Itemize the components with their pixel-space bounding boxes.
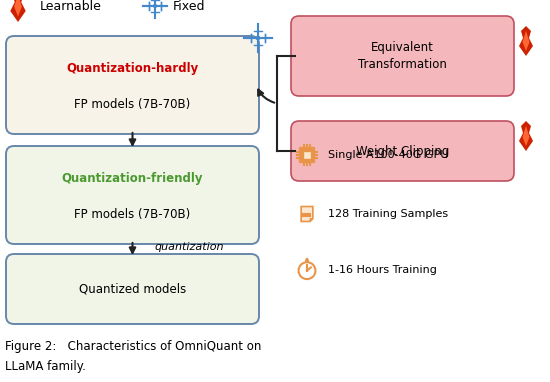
FancyBboxPatch shape bbox=[291, 16, 514, 96]
Text: FP models (7B-70B): FP models (7B-70B) bbox=[74, 208, 191, 221]
PathPatch shape bbox=[310, 219, 313, 222]
Text: Learnable: Learnable bbox=[40, 0, 102, 13]
Text: Quantization-hardly: Quantization-hardly bbox=[67, 62, 199, 75]
Circle shape bbox=[305, 258, 309, 261]
FancyBboxPatch shape bbox=[6, 146, 259, 244]
Text: Single A100-40G GPU: Single A100-40G GPU bbox=[328, 150, 448, 160]
FancyBboxPatch shape bbox=[299, 147, 315, 163]
Text: Equivalent
Transformation: Equivalent Transformation bbox=[358, 41, 447, 71]
Text: 1-16 Hours Training: 1-16 Hours Training bbox=[328, 265, 437, 275]
Text: Quantized models: Quantized models bbox=[79, 283, 186, 296]
PathPatch shape bbox=[519, 121, 533, 151]
PathPatch shape bbox=[14, 0, 22, 16]
Text: Figure 2:   Characteristics of OmniQuant on: Figure 2: Characteristics of OmniQuant o… bbox=[5, 340, 261, 353]
FancyBboxPatch shape bbox=[303, 151, 311, 159]
Text: Weight Clipping: Weight Clipping bbox=[356, 144, 449, 157]
FancyBboxPatch shape bbox=[291, 121, 514, 181]
PathPatch shape bbox=[522, 31, 530, 51]
Text: FP models (7B-70B): FP models (7B-70B) bbox=[74, 98, 191, 111]
Text: 128 Training Samples: 128 Training Samples bbox=[328, 209, 448, 219]
PathPatch shape bbox=[519, 26, 533, 56]
Circle shape bbox=[153, 5, 156, 7]
Text: Quantization-friendly: Quantization-friendly bbox=[62, 172, 204, 185]
PathPatch shape bbox=[522, 126, 530, 146]
FancyBboxPatch shape bbox=[6, 36, 259, 134]
Text: LLaMA family.: LLaMA family. bbox=[5, 360, 86, 373]
Text: Fixed: Fixed bbox=[173, 0, 206, 13]
PathPatch shape bbox=[301, 207, 313, 222]
FancyBboxPatch shape bbox=[6, 254, 259, 324]
Circle shape bbox=[256, 36, 260, 40]
Text: quantization: quantization bbox=[155, 242, 224, 252]
PathPatch shape bbox=[10, 0, 26, 22]
Bar bbox=[305, 260, 309, 262]
